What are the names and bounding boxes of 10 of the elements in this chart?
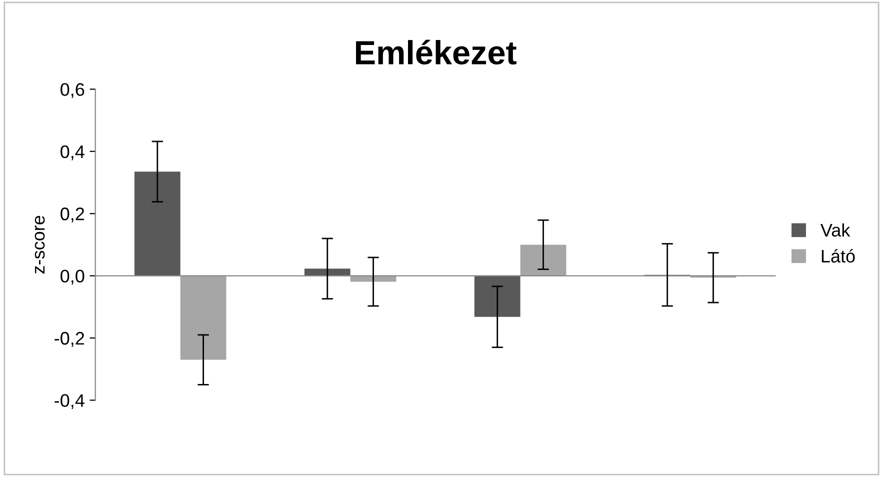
y-tick-label: -0,4 bbox=[54, 394, 84, 410]
chart-title: Emlékezet bbox=[356, 40, 516, 65]
y-tick-label: 0,0 bbox=[60, 270, 84, 285]
y-tick-label: 0,2 bbox=[60, 208, 84, 222]
y-tick-label: 0,4 bbox=[60, 145, 84, 160]
y-tick-label: 0,6 bbox=[60, 83, 84, 98]
legend-label: Látó bbox=[822, 249, 855, 263]
y-tick-label: -0,2 bbox=[54, 332, 84, 347]
legend-label: Vak bbox=[820, 223, 850, 237]
y-axis-title: z-score bbox=[34, 216, 45, 274]
